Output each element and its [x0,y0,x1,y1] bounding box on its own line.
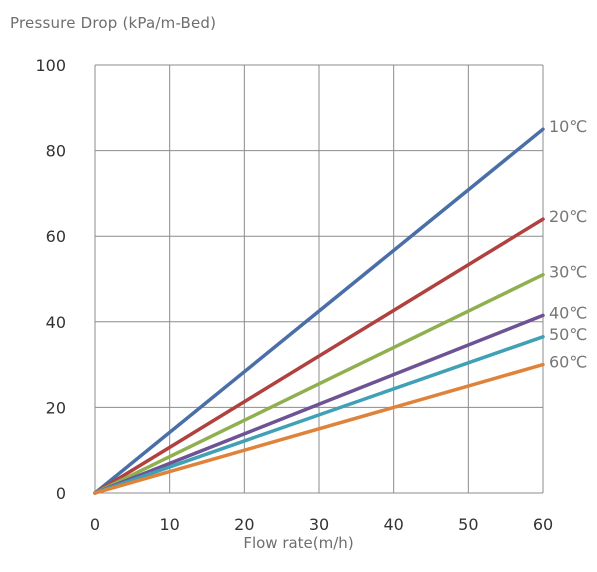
series-label-5: 60℃ [549,353,587,372]
y-axis-title: Pressure Drop (kPa/m-Bed) [10,14,217,32]
series-label-0: 10℃ [549,117,587,136]
x-tick-label: 20 [234,515,254,534]
series-label-3: 40℃ [549,303,587,322]
y-tick-label: 40 [46,313,66,332]
x-tick-label: 10 [159,515,179,534]
series-line-5 [93,362,545,495]
x-tick-label: 50 [458,515,478,534]
y-tick-label: 0 [56,484,66,503]
series-label-2: 30℃ [549,263,587,282]
y-tick-label: 100 [35,56,66,75]
series-line-1 [93,217,545,495]
y-tick-label: 60 [46,227,66,246]
series-label-4: 50℃ [549,325,587,344]
x-tick-label: 60 [533,515,553,534]
series-line-4 [93,335,545,495]
x-axis-title: Flow rate(m/h) [243,534,354,552]
x-tick-label: 0 [90,515,100,534]
series-line-0 [93,127,545,495]
series-label-1: 20℃ [549,207,587,226]
x-tick-label: 30 [309,515,329,534]
series-line-3 [93,313,545,495]
y-tick-label: 20 [46,398,66,417]
y-tick-label: 80 [46,142,66,161]
x-tick-label: 40 [383,515,403,534]
series-line-2 [93,272,545,495]
